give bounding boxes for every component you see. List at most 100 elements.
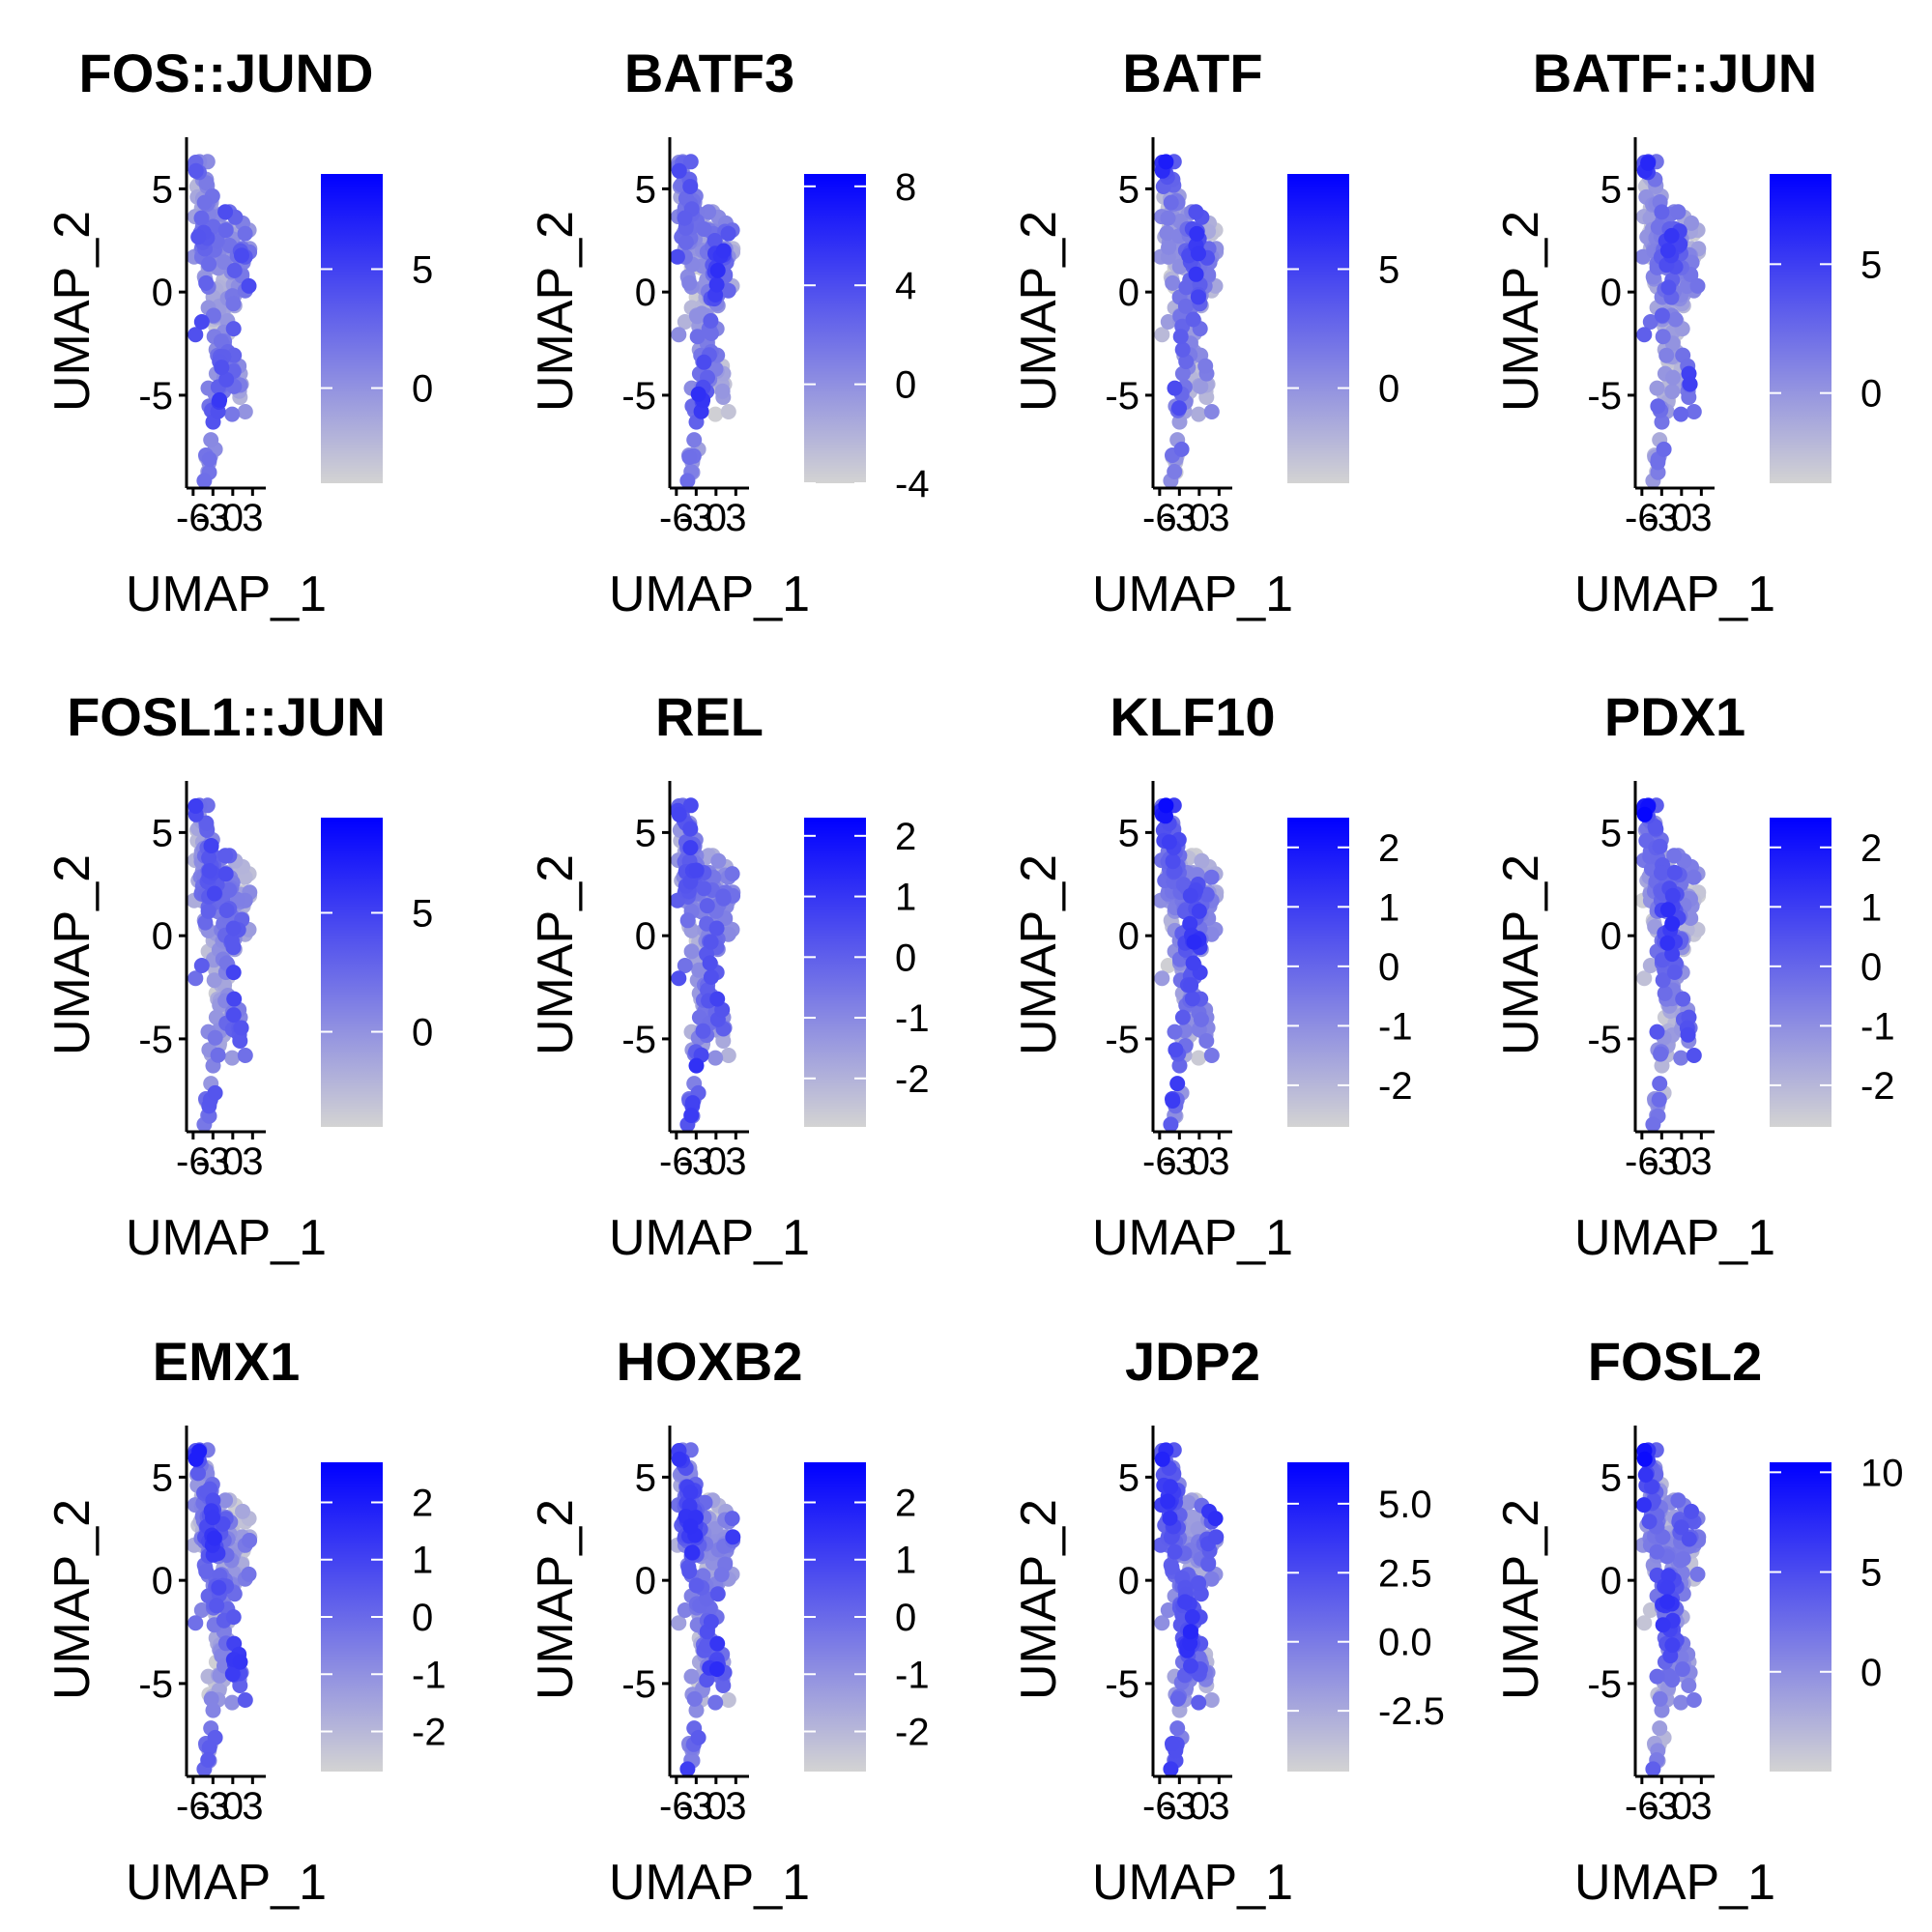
- cell-point: [1642, 1602, 1658, 1618]
- cell-point: [1636, 1615, 1653, 1631]
- x-tick-label: 0: [222, 497, 244, 539]
- cell-point: [709, 262, 726, 278]
- colorbar-label: 2.5: [1378, 1552, 1432, 1595]
- colorbar-label: 2: [895, 816, 916, 858]
- panel-title: JDP2: [1125, 1331, 1260, 1392]
- cell-point: [671, 1451, 687, 1467]
- cell-point: [1207, 1511, 1224, 1527]
- x-tick-label: 0: [1189, 497, 1210, 539]
- cell-point: [1656, 441, 1672, 457]
- cell-point: [703, 313, 719, 329]
- cell-point: [241, 277, 257, 294]
- y-tick-label: -5: [1587, 1019, 1622, 1061]
- cell-point: [1655, 972, 1671, 989]
- cell-point: [1165, 1736, 1180, 1751]
- feature-panel: KLF10 -5 0 5 -6 -3 0 3 UMAP_1 UMAP_2 -2 -1 0 1 2: [966, 644, 1449, 1287]
- cell-point: [1649, 1668, 1665, 1685]
- y-axis-title: UMAP_2: [1011, 854, 1067, 1055]
- cell-point: [200, 1752, 216, 1768]
- cell-point: [1670, 204, 1687, 220]
- cell-point: [703, 969, 719, 985]
- colorbar: [1287, 818, 1349, 1127]
- cell-point: [1673, 406, 1689, 422]
- cell-point: [1169, 1720, 1186, 1737]
- cell-point: [1185, 311, 1201, 328]
- y-tick-label: -5: [621, 1663, 656, 1706]
- cell-point: [1160, 210, 1176, 226]
- cell-point: [217, 204, 234, 220]
- y-tick-label: 0: [635, 915, 656, 958]
- x-tick-label: -6: [176, 1140, 211, 1183]
- colorbar-label: 5: [1378, 248, 1399, 291]
- y-tick-label: 0: [152, 272, 173, 314]
- colorbar-label: -2.5: [1378, 1690, 1445, 1733]
- cell-point: [1684, 1503, 1699, 1519]
- y-tick-label: 0: [635, 1560, 656, 1602]
- cell-point: [1659, 243, 1676, 259]
- cell-point: [1165, 274, 1181, 291]
- cell-point: [1154, 1615, 1170, 1631]
- x-axis-title: UMAP_1: [126, 566, 327, 622]
- feature-panel: FOSL1::JUN -5 0 5 -6 -3 0 3 UMAP_1 UMAP_2 0 5: [0, 644, 482, 1287]
- cell-point: [1675, 1550, 1691, 1567]
- colorbar: [1770, 1462, 1831, 1772]
- panel-title: REL: [655, 686, 764, 747]
- y-axis-title: UMAP_2: [44, 1499, 101, 1700]
- cell-point: [1164, 1559, 1180, 1575]
- cell-point: [217, 848, 234, 864]
- y-tick-label: 5: [152, 168, 173, 211]
- panel-title: HOXB2: [617, 1331, 803, 1392]
- colorbar-label: 2: [895, 1482, 916, 1524]
- cell-point: [1167, 1024, 1183, 1040]
- cell-point: [702, 955, 718, 971]
- x-tick-label: -3: [679, 1140, 714, 1183]
- feature-panel: JDP2 -5 0 5 -6 -3 0 3 UMAP_1 UMAP_2 -2.5 0.0 2.5 5.0: [966, 1288, 1449, 1932]
- cell-point: [1649, 1024, 1665, 1040]
- cell-point: [210, 1047, 226, 1063]
- cell-point: [1186, 934, 1202, 950]
- x-tick-label: 3: [242, 1140, 263, 1183]
- y-tick-label: 5: [1600, 1456, 1622, 1499]
- cell-point: [1182, 887, 1198, 904]
- x-axis-title: UMAP_1: [1092, 1855, 1293, 1911]
- cell-point: [200, 903, 216, 919]
- cell-point: [212, 391, 228, 408]
- x-axis-title: UMAP_1: [609, 1210, 810, 1266]
- cell-point: [1674, 1661, 1690, 1677]
- cell-point: [1198, 1033, 1215, 1049]
- feature-panel: EMX1 -5 0 5 -6 -3 0 3 UMAP_1 UMAP_2 -2 -1 0 1 2: [0, 1288, 482, 1932]
- cell-point: [1163, 1761, 1179, 1777]
- x-tick-label: 3: [242, 1785, 263, 1828]
- colorbar-label: -2: [895, 1712, 930, 1754]
- cell-point: [701, 204, 717, 220]
- feature-panel: BATF3 -5 0 5 -6 -3 0 3 UMAP_1 UMAP_2 -4 0 4 8: [483, 0, 966, 644]
- y-axis-title: UMAP_2: [528, 211, 584, 412]
- cell-point: [207, 1084, 223, 1101]
- y-tick-label: -5: [1105, 1019, 1139, 1061]
- x-tick-label: 0: [222, 1785, 244, 1828]
- colorbar-label: 5.0: [1378, 1484, 1432, 1526]
- cell-point: [1636, 806, 1653, 822]
- cell-point: [688, 1702, 705, 1718]
- y-tick-label: -5: [621, 375, 656, 418]
- cell-point: [1682, 376, 1698, 392]
- cell-point: [1188, 204, 1204, 220]
- cell-point: [1654, 204, 1670, 220]
- cell-point: [190, 1465, 206, 1482]
- colorbar: [804, 174, 866, 483]
- x-tick-label: 0: [1671, 497, 1692, 539]
- colorbar: [1770, 818, 1831, 1127]
- cell-point: [1171, 400, 1187, 417]
- cell-point: [1658, 347, 1675, 363]
- cell-point: [1655, 1617, 1671, 1633]
- cell-point: [1188, 266, 1204, 282]
- cell-point: [217, 222, 234, 239]
- feature-panel: FOSL2 -5 0 5 -6 -3 0 3 UMAP_1 UMAP_2 0 5 10: [1449, 1288, 1931, 1932]
- cell-point: [671, 970, 687, 987]
- x-tick-label: 0: [706, 1140, 727, 1183]
- x-tick-label: 3: [1690, 497, 1712, 539]
- x-tick-label: 3: [1690, 1785, 1712, 1828]
- cell-point: [198, 274, 215, 291]
